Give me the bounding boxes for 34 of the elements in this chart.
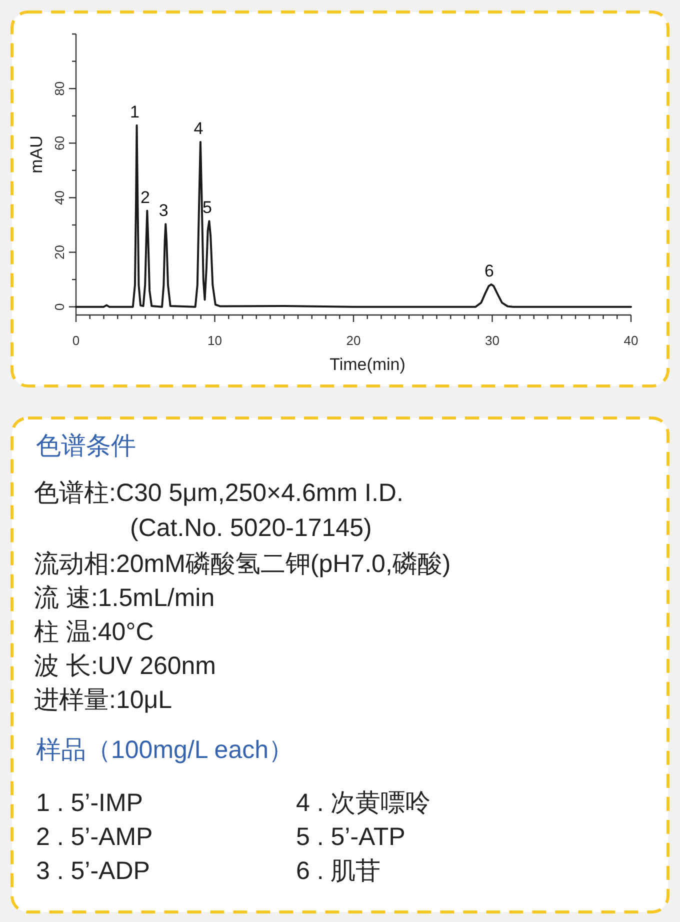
- x-tick-label: 40: [624, 333, 638, 348]
- text: (Cat.No. 5020-17145): [130, 514, 372, 542]
- text: 波 长:UV 260nm: [34, 652, 216, 680]
- text: 1 . 5’-IMP: [36, 789, 143, 817]
- x-axis-title: Time(min): [330, 355, 406, 374]
- annotation: 6: [484, 261, 494, 280]
- x-tick-label: 10: [208, 333, 222, 348]
- line-series: [75, 124, 632, 308]
- y-tick-label: 20: [52, 245, 67, 260]
- text: 色谱条件: [36, 432, 136, 460]
- y-tick-label: 40: [52, 190, 67, 205]
- annotation: 5: [202, 198, 212, 218]
- text: 2 . 5’-AMP: [36, 823, 153, 851]
- text: 6 . 肌苷: [296, 857, 381, 885]
- y-axis-title: mAU: [27, 136, 46, 174]
- y-tick-label: 80: [52, 81, 67, 96]
- text: 5 . 5’-ATP: [296, 823, 406, 851]
- x-tick-label: 0: [72, 333, 80, 348]
- annotation: 1: [130, 102, 140, 122]
- annotation: 4: [194, 119, 204, 138]
- annotation: 3: [158, 201, 168, 220]
- y-tick-label: 60: [52, 136, 67, 150]
- x-tick-label: 30: [485, 333, 500, 348]
- text: 4 . 次黄嘌呤: [296, 789, 431, 817]
- x-tick-label: 20: [346, 333, 361, 348]
- text: 进样量:10μL: [34, 686, 172, 714]
- text: 柱 温:40°C: [34, 618, 154, 646]
- y-tick-label: 0: [52, 303, 67, 310]
- text: 色谱柱:C30 5μm,250×4.6mm I.D.: [34, 479, 404, 507]
- text: 流 速:1.5mL/min: [34, 584, 215, 612]
- text: 流动相:20mM磷酸氢二钾(pH7.0,磷酸): [34, 550, 451, 578]
- annotation: 2: [140, 188, 150, 207]
- text: 3 . 5’-ADP: [36, 857, 150, 885]
- text: 样品（100mg/L each）: [36, 736, 294, 764]
